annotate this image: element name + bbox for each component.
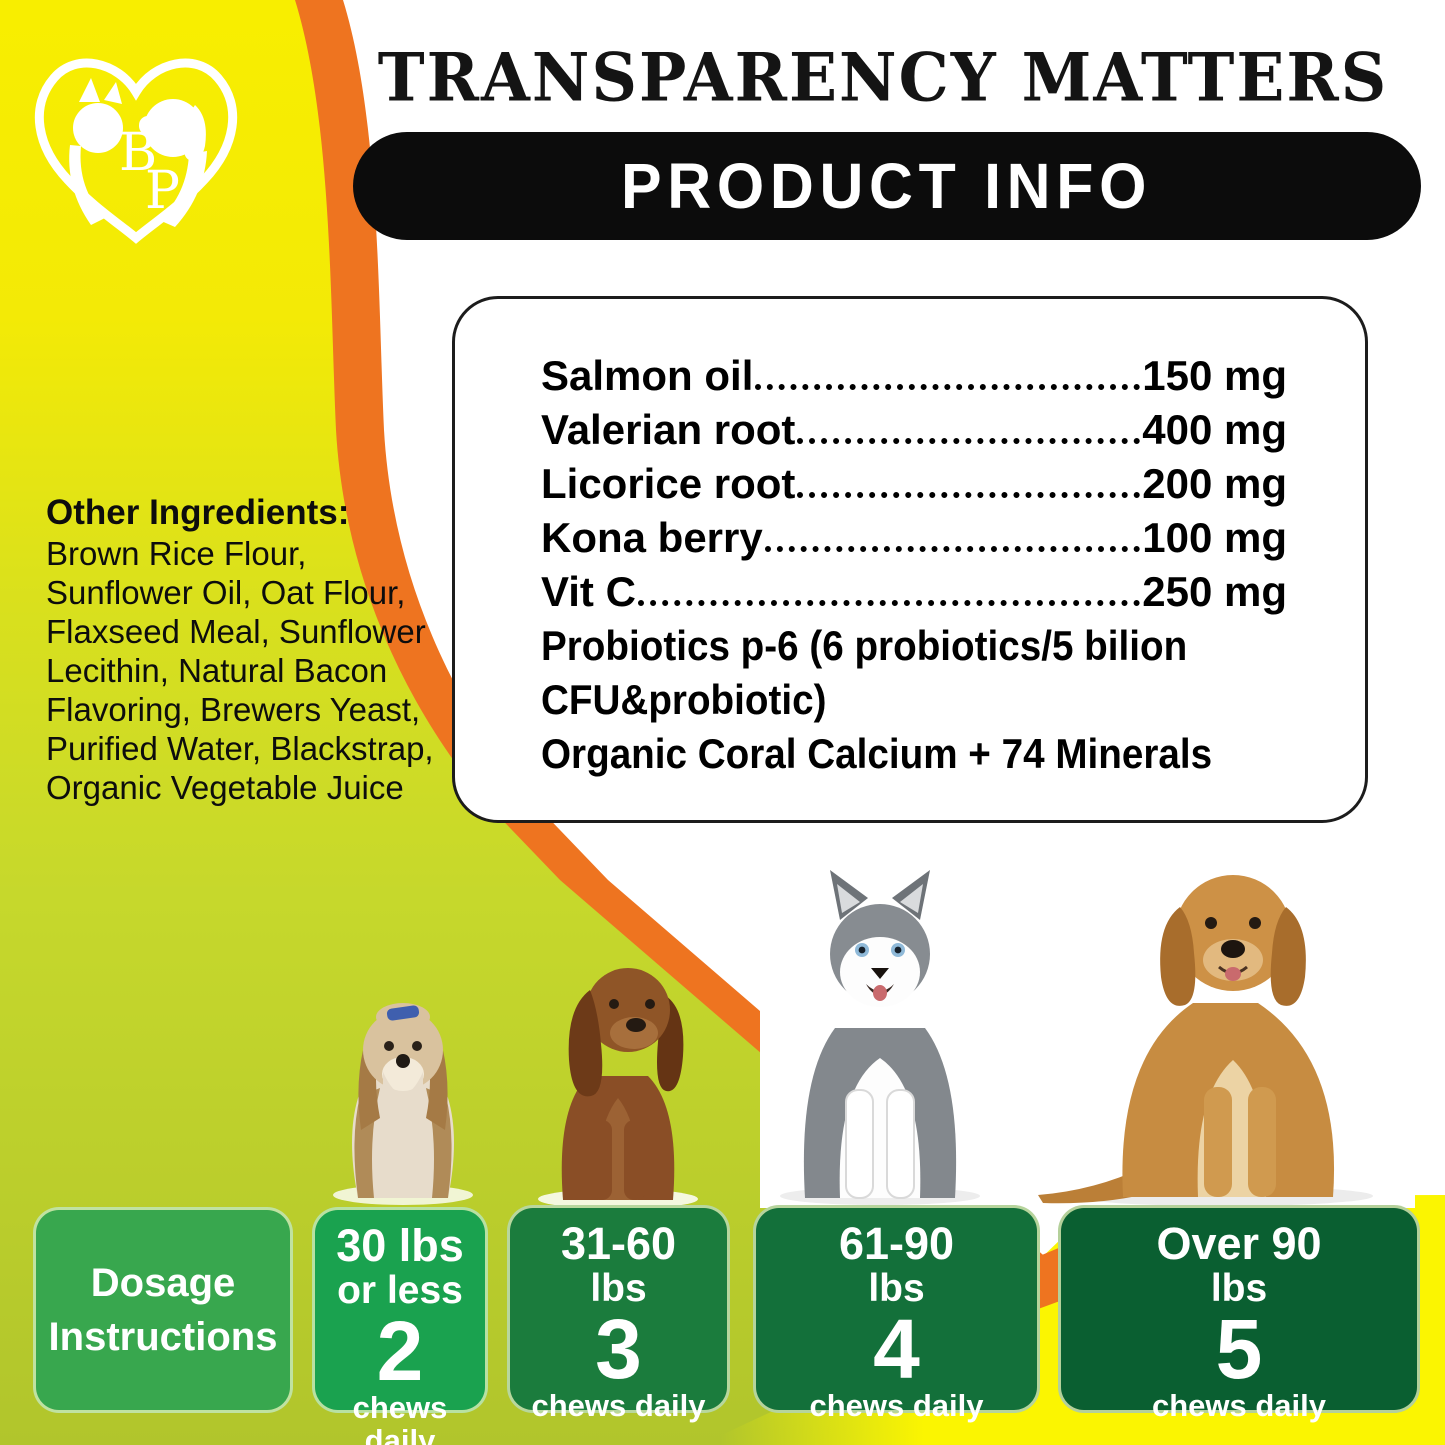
dotted-leader [764, 546, 1141, 552]
other-ingredients-line: Brown Rice Flour, [46, 535, 307, 572]
ingredient-amount: 100 mg [1142, 514, 1287, 561]
dosage-heading-line1: Dosage [90, 1261, 236, 1305]
ingredient-extra-line: Organic Coral Calcium + 74 Minerals [541, 730, 1213, 777]
dotted-leader [755, 384, 1141, 390]
dog-photo-cocker-spaniel [538, 968, 698, 1209]
tier-frequency: chews daily [531, 1388, 706, 1423]
dog-silhouette [139, 99, 207, 227]
supplement-facts-box: Salmon oil 150 mg Valerian root 400 mg L… [452, 296, 1368, 823]
product-info-pill: PRODUCT INFO [353, 132, 1421, 240]
dosage-tier-30lbs-or-less: 30 lbs or less 2 chews daily [312, 1207, 488, 1445]
ingredient-extra-line: CFU&probiotic) [541, 676, 827, 723]
tier-chew-count: 3 [595, 1302, 642, 1396]
tier-weight-range: 30 lbs [336, 1220, 464, 1271]
other-ingredients-line: Flaxseed Meal, Sunflower [46, 613, 426, 650]
dotted-leader [797, 492, 1141, 498]
ingredient-name: Vit C [541, 568, 636, 615]
ingredient-amount: 250 mg [1142, 568, 1287, 615]
monogram-p: P [145, 161, 180, 221]
tier-weight-range: Over 90 [1156, 1218, 1322, 1269]
dotted-leader [797, 438, 1141, 444]
ingredient-amount: 200 mg [1142, 460, 1287, 507]
ingredient-name: Kona berry [541, 514, 763, 561]
ingredient-row: Valerian root 400 mg [541, 403, 1287, 457]
ingredient-name: Valerian root [541, 406, 796, 453]
dosage-tier-over-90lbs: Over 90 lbs 5 chews daily [1058, 1205, 1420, 1422]
product-info-label: PRODUCT INFO [621, 150, 1153, 222]
ingredient-row: Kona berry 100 mg [541, 511, 1287, 565]
monogram-b: B [119, 123, 157, 183]
headline-transparency-matters: TRANSPARENCY MATTERS [377, 37, 1389, 117]
dosage-instructions-heading: Dosage Instructions [33, 1207, 293, 1413]
dog-photo-golden-retriever [1008, 845, 1415, 1208]
dog-photo-shih-tzu [333, 1003, 473, 1205]
other-ingredients-line: Flavoring, Brewers Yeast, [46, 691, 421, 728]
tier-weight-unit: lbs [1210, 1267, 1268, 1310]
cat-silhouette [69, 78, 123, 225]
tier-weight-range: 31-60 [560, 1218, 677, 1269]
ingredient-name: Salmon oil [541, 352, 754, 399]
ingredient-row: Salmon oil 150 mg [541, 349, 1287, 403]
ingredient-row: Vit C 250 mg [541, 565, 1287, 619]
other-ingredients-line: Lecithin, Natural Bacon [46, 652, 388, 689]
ingredient-amount: 150 mg [1142, 352, 1287, 399]
brand-logo-heart-cat-dog: B P [34, 58, 238, 244]
tier-weight-range: 61-90 [838, 1218, 955, 1269]
ingredient-row: Licorice root 200 mg [541, 457, 1287, 511]
dotted-leader [637, 600, 1141, 606]
dosage-tier-61-90lbs: 61-90 lbs 4 chews daily [753, 1205, 1040, 1422]
tier-weight-unit: lbs [590, 1267, 647, 1310]
other-ingredients-line: Sunflower Oil, Oat Flour, [46, 574, 406, 611]
tier-chew-count: 2 [376, 1304, 424, 1398]
other-ingredients-block: Other Ingredients: Brown Rice Flour, Sun… [46, 492, 446, 807]
tier-frequency: chews daily [809, 1388, 984, 1423]
tier-weight-unit: lbs [868, 1267, 925, 1310]
tier-chew-count: 5 [1215, 1302, 1263, 1396]
ingredient-name: Licorice root [541, 460, 796, 507]
other-ingredients-line: Purified Water, Blackstrap, [46, 730, 434, 767]
ingredient-extra-line: Probiotics p-6 (6 probiotics/5 bilion [541, 622, 1188, 669]
tier-chew-count: 4 [873, 1302, 920, 1396]
dosage-heading-line2: Instructions [48, 1315, 278, 1359]
heart-outline [34, 58, 238, 244]
tier-weight-unit: or less [337, 1269, 463, 1312]
ingredient-amount: 400 mg [1142, 406, 1287, 453]
yellow-lime-panel [0, 0, 1175, 1445]
tier-frequency: chews daily [352, 1390, 448, 1445]
other-ingredients-title: Other Ingredients: [46, 493, 350, 532]
dog-photo-siberian-husky [760, 858, 1000, 1208]
other-ingredients-line: Organic Vegetable Juice [46, 769, 404, 806]
dosage-tier-31-60lbs: 31-60 lbs 3 chews daily [507, 1205, 730, 1422]
tier-frequency: chews daily [1151, 1388, 1327, 1423]
